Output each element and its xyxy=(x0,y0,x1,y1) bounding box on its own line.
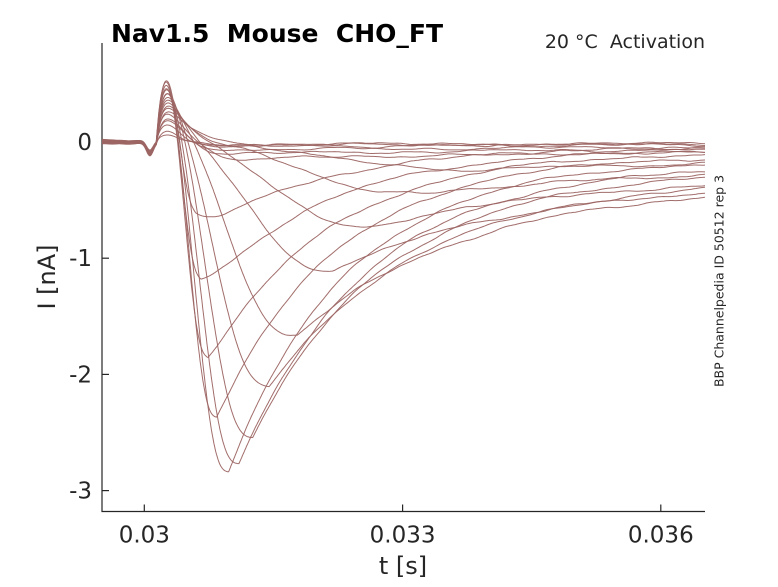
x-tick-label: 0.036 xyxy=(628,523,694,549)
current-trace xyxy=(101,105,706,228)
current-trace xyxy=(101,130,706,154)
current-trace xyxy=(101,80,706,218)
y-axis-label: I [nA] xyxy=(33,244,61,310)
temperature-protocol-annotation: 20 °C Activation xyxy=(544,31,705,53)
current-trace xyxy=(101,102,706,272)
current-trace xyxy=(101,99,706,336)
watermark-id: BBP Channelpedia ID 50512 rep 3 xyxy=(711,174,727,388)
current-trace xyxy=(101,88,706,418)
x-tick-label: 0.03 xyxy=(119,523,170,549)
axes xyxy=(101,43,705,513)
y-tick-label: 0 xyxy=(77,130,92,156)
x-tick-label: 0.033 xyxy=(370,523,436,549)
current-trace xyxy=(101,120,706,156)
x-axis-label: t [s] xyxy=(378,552,428,580)
current-trace xyxy=(101,84,706,358)
y-tick-label: -1 xyxy=(69,246,92,272)
current-trace xyxy=(101,93,706,465)
current-trace xyxy=(102,81,706,280)
y-tick-label: -3 xyxy=(69,479,92,505)
current-trace xyxy=(101,118,706,155)
current-trace xyxy=(101,97,706,388)
y-tick-label: -2 xyxy=(69,362,92,388)
current-trace xyxy=(101,93,706,438)
chart-title: Nav1.5 Mouse CHO_FT xyxy=(111,19,444,48)
current-trace xyxy=(101,89,706,473)
